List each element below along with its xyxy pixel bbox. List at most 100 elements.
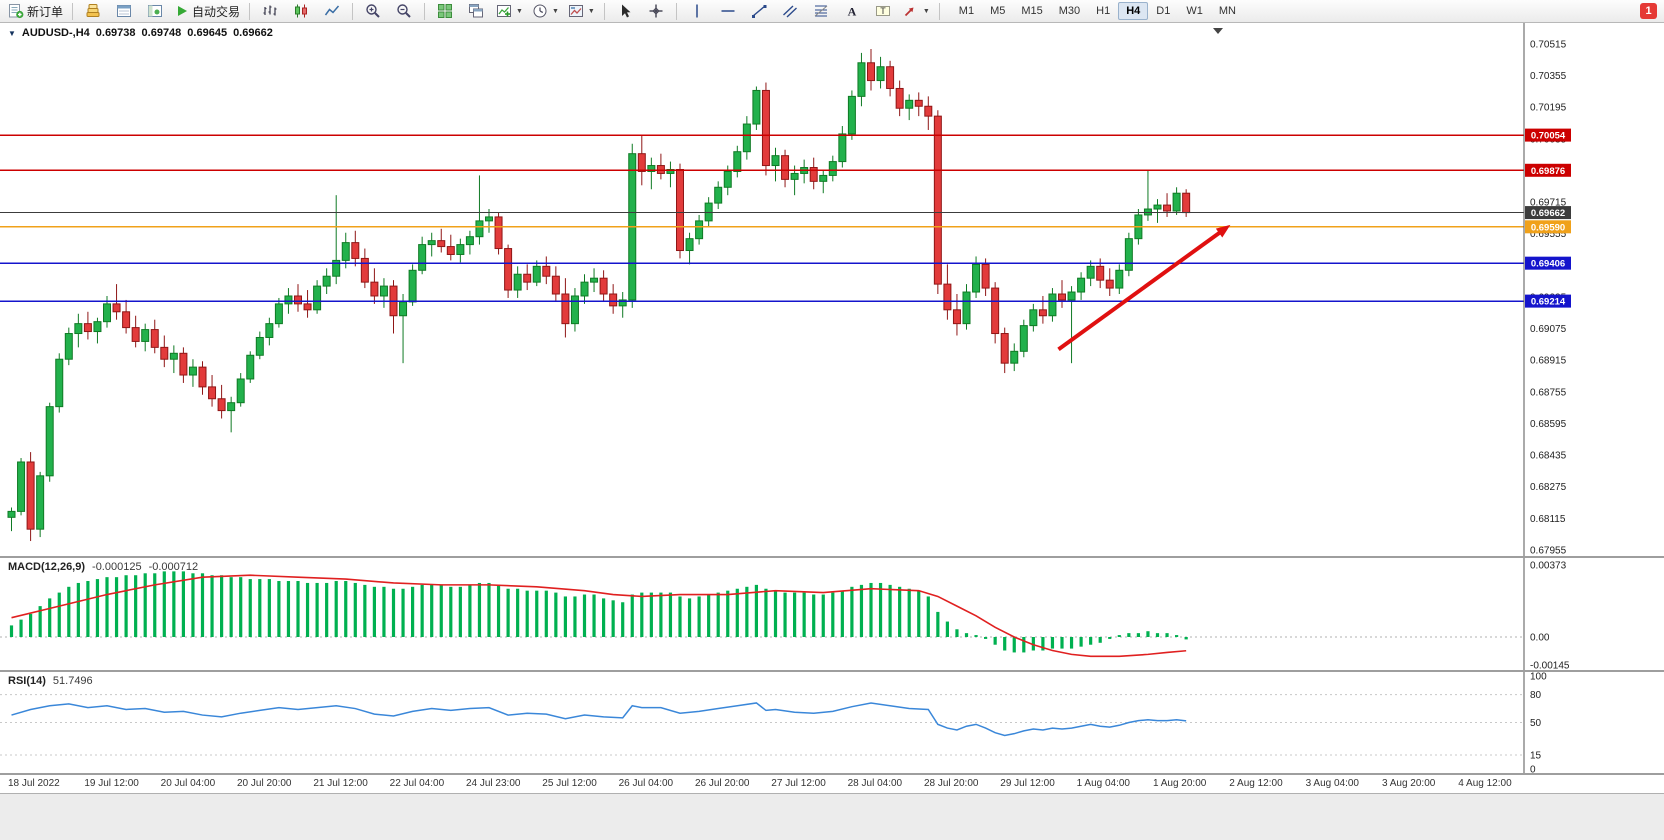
panel-splitter[interactable] (0, 670, 1664, 672)
candle (733, 145, 742, 178)
candle (561, 278, 570, 338)
candle (303, 290, 312, 318)
templates-button[interactable]: ▼ (564, 0, 599, 22)
rsi-tick: 100 (1530, 672, 1547, 683)
periods-button[interactable]: ▼ (528, 0, 563, 22)
price-tick: 0.70195 (1530, 103, 1567, 114)
data-window-button[interactable] (109, 0, 139, 22)
text-button[interactable]: A (837, 0, 867, 22)
price-tick: 0.68595 (1530, 419, 1567, 430)
candle (341, 232, 350, 269)
candle (179, 347, 188, 383)
macd-tick: 0.00373 (1530, 560, 1567, 571)
candle (55, 353, 64, 413)
chart-shift-marker-icon[interactable] (1213, 28, 1223, 34)
macd-name: MACD(12,26,9) (8, 561, 86, 573)
time-label: 4 Aug 12:00 (1458, 778, 1512, 789)
price-badge (1525, 256, 1571, 270)
arrows-button[interactable]: ▼ (899, 0, 934, 22)
fibonacci-button[interactable] (806, 0, 836, 22)
collapse-triangle-icon: ▼ (8, 28, 16, 38)
indicators-button[interactable]: ▼ (492, 0, 527, 22)
candle (64, 327, 73, 366)
candle (1010, 343, 1019, 372)
rsi-tick: 15 (1530, 751, 1542, 762)
tile-windows-button[interactable] (430, 0, 460, 22)
time-label: 27 Jul 12:00 (771, 778, 826, 789)
cursor-button[interactable] (610, 0, 640, 22)
svg-text:0.69214: 0.69214 (1531, 297, 1566, 308)
toolbar-separator (352, 2, 354, 20)
svg-text:0.69662: 0.69662 (1531, 208, 1565, 219)
candle (819, 169, 828, 194)
zoom-out-button[interactable] (389, 0, 419, 22)
timeframe-D1[interactable]: D1 (1156, 5, 1171, 17)
crosshair-button[interactable] (641, 0, 671, 22)
panel-splitter[interactable] (0, 773, 1664, 775)
rsi-tick: 50 (1530, 718, 1542, 729)
candle (742, 116, 751, 160)
autotrading-label: 自动交易 (192, 4, 241, 19)
autotrading-button[interactable]: 自动交易 (171, 0, 244, 22)
periods-clock-icon (532, 3, 548, 19)
time-label: 3 Aug 04:00 (1305, 778, 1359, 789)
new-order-button[interactable]: 新订单 (4, 0, 67, 22)
line-chart-button[interactable] (317, 0, 347, 22)
candle (590, 268, 599, 293)
cascade-windows-button[interactable] (461, 0, 491, 22)
timeframe-M15[interactable]: M15 (1021, 5, 1043, 17)
timeframe-H1[interactable]: H1 (1096, 5, 1111, 17)
candle (981, 258, 990, 296)
candle (599, 270, 608, 302)
timeframe-W1[interactable]: W1 (1186, 5, 1203, 17)
navigator-button[interactable] (140, 0, 170, 22)
bar-chart-button[interactable] (255, 0, 285, 22)
price-chart[interactable]: 0.705150.703550.701950.700350.698750.697… (0, 23, 1664, 556)
time-axis[interactable]: 18 Jul 2022 19 Jul 12:00 20 Jul 04:00 20 Ju… (0, 775, 1664, 793)
time-label: 24 Jul 23:00 (465, 778, 521, 789)
timeframe-H4[interactable]: H4 (1118, 2, 1149, 20)
candle (838, 126, 847, 168)
candle (676, 163, 684, 259)
price-tick: 0.68435 (1530, 451, 1567, 462)
zoom-in-button[interactable] (358, 0, 388, 22)
arrows-icon (903, 3, 919, 19)
time-label: 2 Aug 12:00 (1229, 778, 1283, 789)
candle (83, 311, 92, 340)
candlestick-chart-button[interactable] (286, 0, 316, 22)
macd-panel[interactable]: 0.00373 0.00 -0.00145 (0, 558, 1664, 670)
market-watch-button[interactable] (78, 0, 108, 22)
horizontal-line-button[interactable] (713, 0, 743, 22)
timeframe-MN[interactable]: MN (1218, 5, 1236, 17)
equidistant-channel-button[interactable] (775, 0, 805, 22)
candle (761, 82, 770, 176)
time-label: 29 Jul 12:00 (1000, 778, 1055, 789)
new-order-icon (8, 3, 24, 19)
candle (1163, 193, 1172, 217)
candle (160, 335, 169, 368)
timeframe-M5[interactable]: M5 (990, 5, 1006, 17)
time-label: 20 Jul 20:00 (236, 778, 292, 789)
ohlc-open: 0.69738 (95, 27, 136, 39)
trend-arrow-head (1215, 224, 1231, 238)
text-label-button[interactable]: T (868, 0, 898, 22)
rsi-panel[interactable]: 100 80 50 15 0 (0, 672, 1664, 773)
timeframe-M1[interactable]: M1 (958, 5, 975, 17)
panel-splitter[interactable] (0, 556, 1664, 558)
candle (943, 264, 952, 320)
price-tick: 0.68915 (1530, 356, 1567, 367)
timeframe-M30[interactable]: M30 (1058, 5, 1081, 17)
text-label-icon: T (875, 3, 891, 19)
indicators-icon (496, 3, 512, 19)
window-bottom-area (0, 793, 1664, 840)
trendline-button[interactable] (744, 0, 774, 22)
candle (914, 92, 923, 117)
vertical-line-button[interactable] (682, 0, 712, 22)
candle (628, 143, 637, 308)
candle (1105, 268, 1114, 296)
trend-arrow[interactable] (1057, 229, 1224, 351)
candle (1019, 319, 1028, 358)
cursor-icon (617, 3, 633, 19)
svg-text:0.69590: 0.69590 (1531, 222, 1565, 233)
notification-badge[interactable]: 1 (1640, 3, 1657, 19)
